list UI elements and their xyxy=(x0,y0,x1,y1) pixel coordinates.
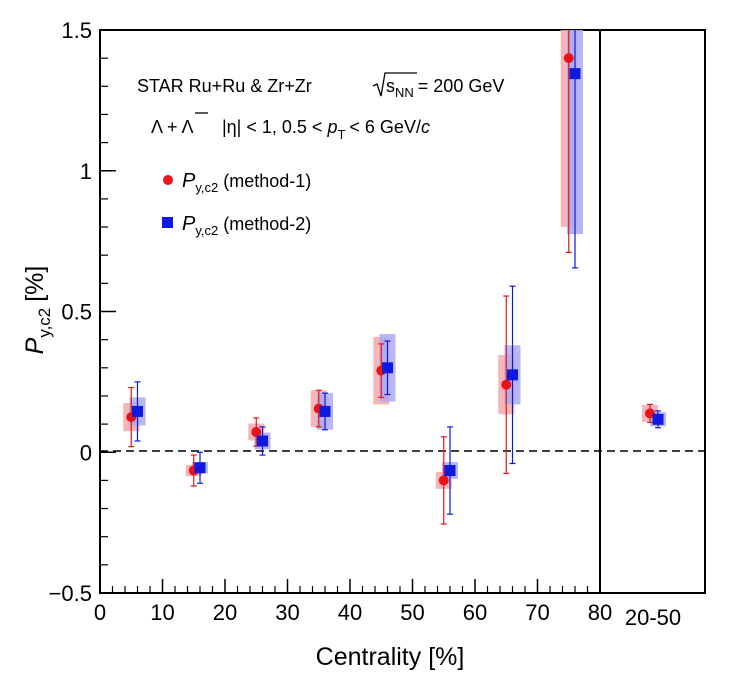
data-point-method-2 xyxy=(194,462,206,474)
x-tick-label: 30 xyxy=(275,600,299,625)
annotation-cuts: |η| < 1, 0.5 < pT < 6 GeV/c xyxy=(222,117,430,142)
x-tick-label: 80 xyxy=(588,600,612,625)
data-point-method-1 xyxy=(563,53,574,64)
x-tick-label: 40 xyxy=(338,600,362,625)
y-tick-label: 1.5 xyxy=(61,18,92,43)
data-point-method-2 xyxy=(132,405,143,417)
data-point-method-2 xyxy=(319,405,331,417)
x-tick-label: 10 xyxy=(150,600,174,625)
data-markers xyxy=(126,53,664,486)
energy-subscript: NN xyxy=(395,85,414,100)
sqrt-symbol xyxy=(372,72,417,97)
data-point-method-2 xyxy=(257,435,268,447)
cuts-range: < 6 GeV/ xyxy=(349,117,421,137)
data-point-method-1 xyxy=(501,379,512,390)
legend-marker-method-1 xyxy=(163,175,173,185)
svg-text:Py,c2[%]: Py,c2 [%] xyxy=(21,266,54,355)
x-tick-label: 50 xyxy=(400,600,424,625)
x-tick-label: 70 xyxy=(525,600,549,625)
data-point-method-2 xyxy=(652,413,664,425)
data-point-method-1 xyxy=(251,426,262,437)
axis-ticks xyxy=(99,29,601,594)
legend: Py,c2 (method-1) Py,c2 (method-2) xyxy=(162,170,311,238)
energy-symbol: s xyxy=(386,76,395,96)
cuts-p: p xyxy=(326,117,337,137)
annotation-experiment: STAR Ru+Ru & Zr+Zr xyxy=(137,76,312,96)
cuts-p-sub: T xyxy=(337,127,345,142)
data-point-method-2 xyxy=(507,369,518,381)
legend-label-method-1: Py,c2 (method-1) xyxy=(182,170,311,195)
y-axis-title-unit: [%] xyxy=(21,266,49,302)
x-tick-label: 60 xyxy=(463,600,487,625)
energy-value: = 200 GeV xyxy=(418,76,505,96)
legend-label-method-2: Py,c2 (method-2) xyxy=(182,213,311,238)
y-axis-title-sub: y,c2 xyxy=(35,308,54,338)
y-axis-title-main: P xyxy=(21,337,49,354)
axis-tick-labels: 0 10 20 30 40 50 60 70 80−0.500.511.5 xyxy=(49,18,613,625)
y-tick-label: 0.5 xyxy=(61,300,92,325)
x-axis-title: Centrality [%] xyxy=(316,643,465,671)
data-point-method-2 xyxy=(444,465,456,477)
y-tick-label: 0 xyxy=(80,440,92,465)
y-axis-title: Py,c2 [%] xyxy=(21,266,54,355)
side-panel-label: 20-50 xyxy=(625,605,681,630)
cuts-c: c xyxy=(421,117,430,137)
cuts-eta: |η| < 1, 0.5 < xyxy=(222,117,322,137)
plot-frame xyxy=(99,29,706,594)
x-tick-label: 0 xyxy=(94,600,106,625)
legend-marker-method-2 xyxy=(162,217,173,228)
annotation-energy: sNN = 200 GeV xyxy=(386,76,504,100)
data-point-method-2 xyxy=(569,68,581,80)
data-point-method-2 xyxy=(382,362,393,374)
y-tick-label: −0.5 xyxy=(49,581,92,606)
x-tick-label: 20 xyxy=(213,600,237,625)
data-point-method-1 xyxy=(438,475,449,486)
annotation-particles: Λ + Λ xyxy=(151,117,194,137)
y-tick-label: 1 xyxy=(80,159,92,184)
